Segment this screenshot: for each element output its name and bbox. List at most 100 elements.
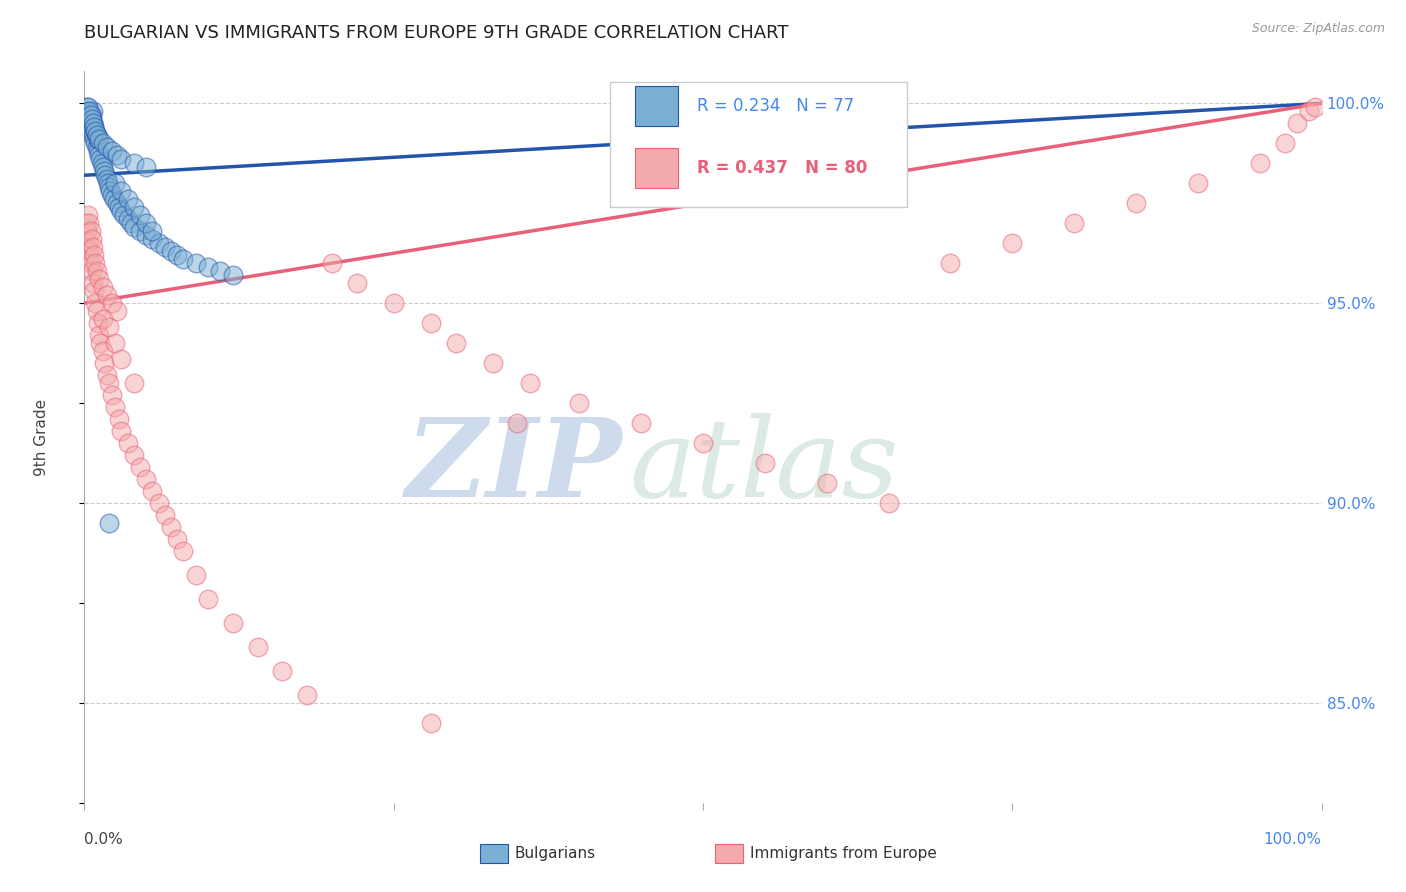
Bar [636, 148, 678, 188]
Point [86, 304, 108, 318]
Point [75, 104, 97, 119]
Point [506, 416, 529, 430]
Point [89, 336, 111, 351]
Point [135, 228, 157, 243]
Point [86, 128, 108, 143]
Point [1125, 196, 1147, 211]
Point [89, 148, 111, 162]
Point [246, 640, 269, 654]
Point [184, 568, 207, 582]
Point [79, 108, 101, 122]
Point [160, 520, 183, 534]
Point [83, 284, 105, 298]
Point [117, 436, 139, 450]
Point [86, 264, 108, 278]
Point [105, 304, 128, 318]
Bar [716, 845, 742, 863]
Point [129, 208, 152, 222]
Point [75, 216, 97, 230]
Point [1187, 176, 1209, 190]
Point [117, 192, 139, 206]
Point [100, 145, 122, 159]
Point [129, 224, 152, 238]
Point [79, 224, 101, 238]
Point [321, 256, 343, 270]
Point [122, 156, 145, 170]
Point [98, 516, 121, 530]
Point [172, 252, 194, 267]
Point [135, 472, 157, 486]
Point [141, 232, 163, 246]
Point [91, 280, 114, 294]
Point [87, 316, 110, 330]
Point [76, 100, 98, 114]
Text: Immigrants from Europe: Immigrants from Europe [749, 846, 936, 861]
Point [1298, 104, 1320, 119]
Point [87, 145, 110, 159]
Point [153, 508, 176, 522]
Point [79, 104, 101, 119]
Point [166, 248, 188, 262]
Point [444, 336, 467, 351]
Point [98, 184, 121, 198]
Bar [636, 86, 678, 127]
Text: Source: ZipAtlas.com: Source: ZipAtlas.com [1251, 22, 1385, 36]
Point [96, 368, 118, 383]
Point [77, 208, 100, 222]
Point [103, 192, 125, 206]
Point [129, 460, 152, 475]
Point [692, 436, 714, 450]
Point [110, 424, 132, 438]
Point [83, 120, 105, 135]
Point [135, 216, 157, 230]
Point [97, 176, 120, 190]
Point [122, 448, 145, 462]
Point [84, 136, 107, 151]
Point [86, 128, 108, 143]
Point [209, 264, 232, 278]
Point [82, 276, 104, 290]
Point [110, 153, 132, 167]
Point [104, 176, 127, 190]
Point [1274, 136, 1296, 151]
Point [79, 108, 101, 122]
Point [105, 148, 128, 162]
Text: R = 0.437   N = 80: R = 0.437 N = 80 [697, 160, 868, 178]
Point [100, 188, 122, 202]
Point [98, 320, 121, 334]
Point [89, 272, 111, 286]
Point [89, 328, 111, 343]
Point [77, 112, 100, 127]
Point [82, 128, 104, 143]
Point [80, 108, 103, 122]
Point [939, 256, 962, 270]
Text: 100.0%: 100.0% [1264, 832, 1322, 847]
Point [122, 376, 145, 391]
Text: 9th Grade: 9th Grade [34, 399, 49, 475]
Text: ZIP: ZIP [406, 413, 623, 520]
Point [83, 248, 105, 262]
Point [80, 124, 103, 138]
Point [93, 164, 115, 178]
Point [135, 161, 157, 175]
Point [77, 100, 100, 114]
Point [141, 224, 163, 238]
Point [117, 212, 139, 227]
Point [295, 688, 318, 702]
Point [1249, 156, 1271, 170]
Point [91, 344, 114, 359]
Point [79, 216, 101, 230]
Point [382, 296, 405, 310]
FancyBboxPatch shape [610, 82, 907, 207]
Point [82, 116, 104, 130]
Point [76, 108, 98, 122]
Text: Bulgarians: Bulgarians [515, 846, 596, 861]
Text: R = 0.234   N = 77: R = 0.234 N = 77 [697, 97, 853, 115]
Point [122, 220, 145, 235]
Point [112, 208, 135, 222]
Point [122, 200, 145, 214]
Point [568, 396, 591, 410]
Point [80, 232, 103, 246]
Point [110, 184, 132, 198]
Point [91, 136, 114, 151]
